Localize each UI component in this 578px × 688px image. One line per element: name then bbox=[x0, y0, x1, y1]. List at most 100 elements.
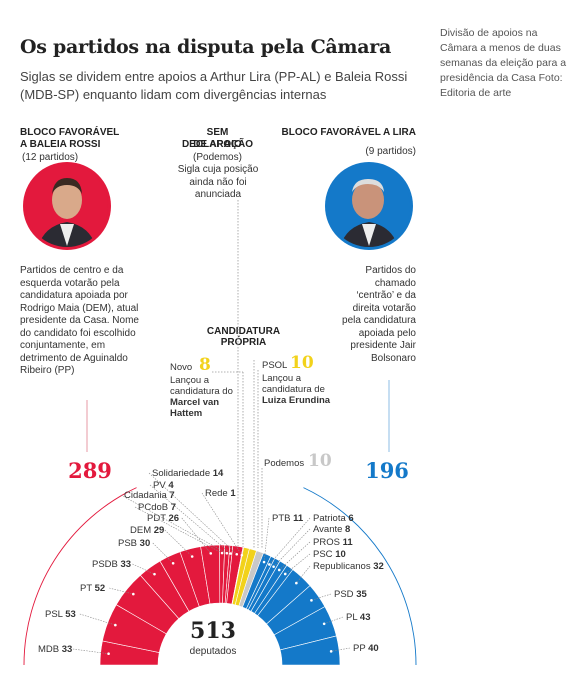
psol-name: PSOL bbox=[262, 360, 287, 371]
leader-dot-pv bbox=[229, 552, 232, 555]
leader-dot-avante bbox=[272, 565, 275, 568]
party-label-pl: PL 43 bbox=[346, 612, 371, 623]
party-label-republicanos: Republicanos 32 bbox=[313, 561, 384, 572]
leader-line-cidadania bbox=[120, 494, 227, 554]
none-party: (Podemos) bbox=[193, 152, 242, 163]
leader-dot-psl bbox=[114, 623, 117, 627]
party-label-psl: PSL 53 bbox=[45, 609, 76, 620]
leader-line-pl bbox=[324, 616, 344, 625]
seat-segment-pp bbox=[279, 635, 341, 666]
lira-total: 196 bbox=[365, 458, 409, 483]
leader-dot-solidariedade bbox=[235, 552, 239, 556]
leader-line-mdb bbox=[72, 648, 109, 654]
party-label-solidariedade: Solidariedade 14 bbox=[152, 468, 224, 479]
lira-party-count: (9 partidos) bbox=[365, 146, 416, 157]
baleia-rossi-portrait bbox=[23, 162, 111, 250]
party-label-dem: DEM 29 bbox=[130, 525, 164, 536]
leader-dot-psdb bbox=[153, 572, 156, 576]
leader-dot-pdt bbox=[209, 552, 213, 555]
leader-line-psdb bbox=[132, 563, 155, 575]
leader-dot-pcdob bbox=[220, 551, 224, 555]
none-heading-1: SEM DECLARAÇÃO bbox=[181, 127, 254, 150]
leader-line-pt bbox=[109, 587, 134, 595]
party-labels: MDB 33 PSL 53 PT 52 PSDB 33 PSB 30 DEM 29PDT … bbox=[38, 468, 384, 656]
photo-caption: Divisão de apoios na Câmara a menos de d… bbox=[440, 27, 567, 99]
party-label-mdb: MDB 33 bbox=[38, 644, 72, 655]
party-label-psb: PSB 30 bbox=[118, 538, 150, 549]
leader-dot-dem bbox=[190, 555, 194, 558]
leader-dot-republicanos bbox=[295, 581, 298, 585]
novo-name: Novo bbox=[170, 362, 192, 373]
chart-subtitle: Siglas se dividem entre apoios a Arthur … bbox=[20, 69, 408, 102]
chart-title: Os partidos na disputa pela Câmara bbox=[20, 36, 391, 58]
leader-line-pcdob bbox=[134, 506, 223, 554]
own-heading-1: CANDIDATURA bbox=[206, 326, 281, 337]
leader-line-pdt bbox=[181, 517, 211, 554]
none-description: Sigla cuja posição ainda não foi anuncia… bbox=[177, 164, 259, 200]
leader-line-pp bbox=[331, 647, 351, 652]
leader-dot-pt bbox=[132, 592, 135, 596]
lira-bloc-arc bbox=[303, 487, 417, 666]
leader-line-avante bbox=[273, 528, 311, 567]
novo-text-1: Lançou a bbox=[170, 375, 210, 386]
rossi-total: 289 bbox=[68, 458, 112, 483]
leader-dot-pp bbox=[329, 650, 333, 653]
party-label-avante: Avante 8 bbox=[313, 524, 350, 535]
rossi-heading-2: A BALEIA ROSSI bbox=[20, 139, 101, 150]
total-seats-label: deputados bbox=[190, 646, 237, 657]
leader-dot-pl bbox=[322, 622, 326, 626]
leader-line-dem bbox=[164, 529, 193, 557]
novo-text-4: Hattem bbox=[170, 408, 202, 419]
leader-line-psd bbox=[311, 593, 332, 601]
party-label-pv: PV 4 bbox=[153, 480, 174, 491]
rossi-party-count: (12 partidos) bbox=[22, 152, 79, 163]
psol-text-2: candidatura de bbox=[262, 384, 325, 395]
leader-line-pv bbox=[149, 484, 231, 554]
leader-dot-cidadania bbox=[225, 551, 229, 555]
leader-line-pros bbox=[279, 541, 311, 571]
leader-line-psb bbox=[152, 542, 174, 564]
leader-dot-pros bbox=[277, 568, 281, 572]
leader-dot-psd bbox=[310, 599, 313, 602]
leader-dot-patriota bbox=[268, 563, 271, 566]
podemos-seats: 10 bbox=[308, 451, 332, 471]
lira-heading: BLOCO FAVORÁVEL A LIRA bbox=[281, 127, 416, 138]
leader-line-psl bbox=[79, 613, 116, 626]
party-label-patriota: Patriota 6 bbox=[313, 513, 354, 524]
leader-dot-ptb bbox=[262, 560, 266, 564]
leader-line-ptb bbox=[263, 517, 270, 563]
leader-dot-mdb bbox=[107, 652, 110, 656]
psol-text-3: Luiza Erundina bbox=[262, 395, 331, 406]
leader-line-patriota bbox=[269, 517, 311, 565]
party-label-rede: Rede 1 bbox=[205, 488, 236, 499]
lira-description: Partidos do chamado ‘centrão’ e da direi… bbox=[342, 265, 416, 364]
leader-line-republicanos bbox=[296, 565, 311, 584]
party-label-psdb: PSDB 33 bbox=[92, 559, 131, 570]
podemos-name: Podemos bbox=[264, 458, 304, 469]
party-label-pdt: PDT 26 bbox=[147, 513, 179, 524]
none-heading-2: DE APOIO bbox=[193, 139, 242, 150]
arthur-lira-portrait bbox=[325, 162, 413, 250]
total-seats: 513 bbox=[190, 618, 236, 644]
party-label-pros: PROS 11 bbox=[313, 537, 353, 548]
own-heading-2: PRÓPRIA bbox=[220, 337, 267, 348]
leader-dot-psc bbox=[283, 572, 287, 576]
rossi-bloc-arc bbox=[23, 487, 137, 666]
party-label-ptb: PTB 11 bbox=[272, 513, 304, 524]
rossi-heading-1: BLOCO FAVORÁVEL bbox=[20, 127, 120, 138]
leader-dot-rede bbox=[240, 553, 244, 557]
psol-seats: 10 bbox=[290, 353, 314, 373]
leader-dot-psb bbox=[171, 561, 175, 565]
novo-text-2: candidatura do bbox=[170, 386, 233, 397]
psol-text-1: Lançou a bbox=[262, 373, 302, 384]
party-label-cidadania: Cidadania 7 bbox=[124, 490, 175, 501]
party-label-pcdob: PCdoB 7 bbox=[138, 502, 176, 513]
novo-seats: 8 bbox=[199, 355, 211, 375]
seat-segments bbox=[99, 544, 341, 666]
party-label-pp: PP 40 bbox=[353, 643, 379, 654]
party-label-psc: PSC 10 bbox=[313, 549, 346, 560]
rossi-description: Partidos de centro e da esquerda votarão… bbox=[20, 265, 139, 376]
novo-text-3: Marcel van bbox=[170, 397, 219, 408]
party-label-psd: PSD 35 bbox=[334, 589, 367, 600]
